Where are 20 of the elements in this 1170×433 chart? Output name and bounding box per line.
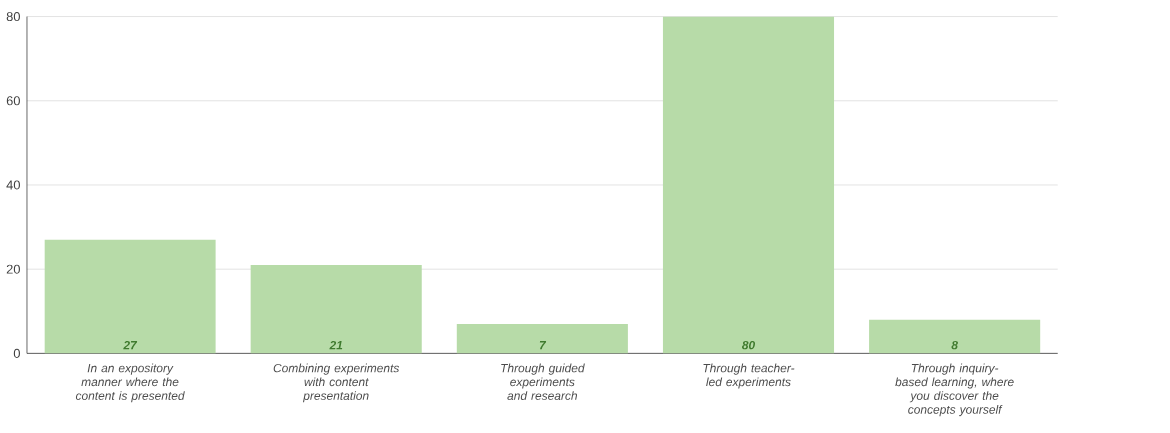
data-label: 8 <box>951 341 958 350</box>
y-tick-label: 80 <box>6 12 20 22</box>
y-tick-label: 0 <box>13 349 20 359</box>
bar <box>869 319 1041 354</box>
y-tick-label: 60 <box>6 96 20 106</box>
data-label: 27 <box>123 341 138 350</box>
data-label: 7 <box>539 341 547 350</box>
y-tick-label: 20 <box>6 264 20 274</box>
y-tick-label: 40 <box>6 180 20 190</box>
bar <box>662 16 835 354</box>
x-tick-label: Through inquiry-based learning, where you discover the concepts yourself <box>895 363 1014 417</box>
bar <box>44 239 216 354</box>
x-tick-label: Through guided experiments and research <box>501 363 585 401</box>
x-tick-label: In an expository manner where the content is presented <box>75 363 185 403</box>
x-tick-label: Combining experiments with content presentation <box>273 363 400 403</box>
data-label: 80 <box>741 341 756 350</box>
bar <box>456 324 628 354</box>
x-tick-label: Through teacher-led experiments <box>703 363 795 389</box>
data-label: 21 <box>329 341 343 350</box>
bar <box>250 265 422 354</box>
